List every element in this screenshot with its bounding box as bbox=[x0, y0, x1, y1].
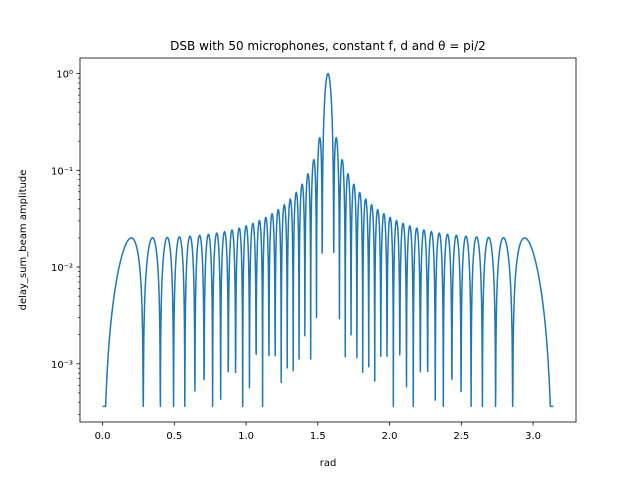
x-tick-label: 1.5 bbox=[310, 431, 326, 442]
x-tick-label: 2.5 bbox=[453, 431, 469, 442]
y-axis: 10⁻³ 10⁻² 10⁻¹ 10⁰ bbox=[51, 70, 80, 415]
y-axis-label: delay_sum_beam amplitude bbox=[18, 170, 29, 311]
x-axis-label: rad bbox=[320, 458, 337, 469]
y-tick-label: 10⁰ bbox=[56, 70, 73, 81]
series-line bbox=[101, 72, 554, 408]
plot-area bbox=[101, 72, 554, 408]
x-tick-label: 2.0 bbox=[382, 431, 398, 442]
y-tick-label: 10⁻³ bbox=[51, 360, 73, 371]
axes-frame bbox=[79, 57, 577, 423]
y-tick-label: 10⁻¹ bbox=[51, 166, 73, 177]
x-tick-label: 3.0 bbox=[525, 431, 541, 442]
x-tick-label: 0.5 bbox=[166, 431, 182, 442]
x-axis: 0.0 0.5 1.0 1.5 2.0 2.5 3.0 bbox=[95, 422, 541, 442]
y-tick-label: 10⁻² bbox=[51, 263, 73, 274]
x-tick-label: 1.0 bbox=[238, 431, 254, 442]
chart-title: DSB with 50 microphones, constant f, d a… bbox=[170, 39, 486, 53]
x-tick-label: 0.0 bbox=[95, 431, 111, 442]
